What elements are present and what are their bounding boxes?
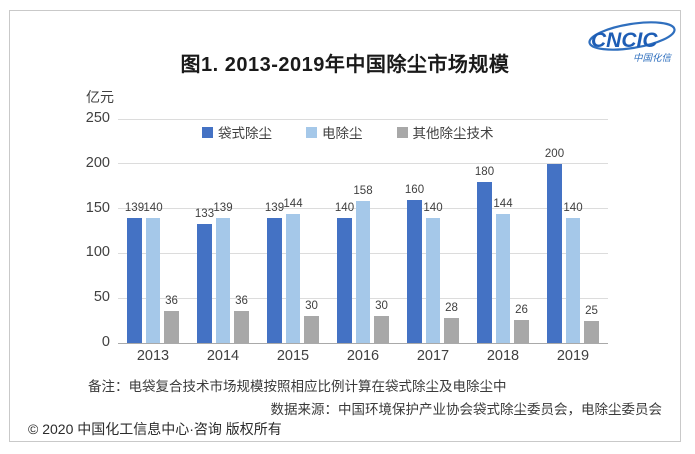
logo-wordmark: CNCIC	[591, 29, 658, 52]
bar	[374, 316, 389, 343]
bar-value-label: 30	[305, 300, 318, 313]
y-tick-label: 0	[101, 334, 110, 350]
cncic-logo-graphic: CNCIC 中国化信	[588, 21, 676, 64]
bar	[285, 213, 301, 343]
bar	[495, 213, 511, 343]
y-tick-label: 200	[85, 154, 110, 171]
x-tick-label: 2019	[556, 348, 590, 364]
y-tick-label: 150	[85, 199, 110, 216]
source-text: 数据来源：中国环境保护产业协会袋式除尘委员会，电除尘委员会	[270, 402, 663, 417]
y-tick-label: 250	[85, 110, 110, 126]
x-tick-label: 2013	[136, 348, 170, 364]
legend-marker-icon	[396, 126, 408, 138]
bar-value-label: 140	[563, 201, 583, 214]
logo-subtext: 中国化信	[633, 53, 673, 64]
bar-value-label: 144	[283, 197, 303, 210]
bar-value-label: 139	[264, 202, 285, 215]
bar-value-label: 133	[194, 207, 215, 220]
bar	[337, 217, 352, 343]
bar-value-label: 140	[143, 201, 163, 214]
x-tick-label: 2015	[276, 348, 310, 364]
bar-value-label: 158	[353, 185, 373, 198]
logo-orbit-ellipse	[588, 21, 676, 51]
y-tick-label: 100	[85, 244, 110, 261]
bar-value-label: 160	[404, 183, 425, 196]
legend-item: 袋式除尘	[202, 122, 272, 142]
bar-value-label: 140	[423, 201, 443, 214]
bar	[425, 217, 441, 343]
legend-item: 电除尘	[306, 122, 363, 142]
x-tick-label: 2018	[486, 348, 520, 364]
bar	[127, 218, 142, 343]
bar-value-label: 144	[493, 197, 513, 210]
x-tick-label: 2016	[346, 348, 380, 364]
bar-value-label: 140	[334, 201, 355, 214]
bar	[145, 217, 161, 343]
bar-value-label: 139	[213, 202, 233, 215]
bar-value-label: 139	[124, 202, 145, 215]
bar-value-label: 36	[235, 294, 248, 307]
y-axis-unit-label: 亿元	[86, 89, 114, 105]
bar-value-label: 180	[474, 165, 495, 178]
bar-value-label: 30	[375, 300, 388, 313]
bar-value-label: 25	[585, 304, 598, 317]
bar	[584, 320, 599, 343]
legend-marker-icon	[202, 126, 213, 138]
chart-title: 图1. 2013-2019年中国除尘市场规模	[180, 54, 510, 76]
bar	[197, 223, 212, 343]
bar	[234, 310, 249, 343]
bar	[164, 310, 179, 343]
bar	[304, 316, 319, 343]
legend-label: 袋式除尘	[218, 126, 272, 141]
bar	[407, 199, 422, 343]
note-text: 备注：电袋复合技术市场规模按照相应比例计算在袋式除尘及电除尘中	[88, 379, 507, 394]
bar	[514, 319, 529, 343]
bar	[565, 217, 581, 343]
legend-label: 其他除尘技术	[412, 126, 494, 141]
copyright-text: © 2020 中国化工信息中心·咨询 版权所有	[28, 421, 282, 437]
bar-value-label: 36	[165, 294, 178, 307]
gridline-0	[118, 342, 608, 344]
bar	[355, 201, 371, 343]
gridline-250	[118, 118, 608, 120]
bar	[547, 163, 562, 343]
bar-value-label: 200	[544, 147, 565, 160]
chart-legend: 袋式除尘 电除尘 其他除尘技术	[202, 122, 494, 142]
bar-value-label: 26	[515, 303, 528, 316]
bar	[477, 181, 492, 343]
gridline-200	[118, 163, 608, 165]
bar-value-label: 28	[445, 301, 458, 314]
legend-label: 电除尘	[322, 126, 363, 141]
x-tick-label: 2014	[206, 348, 240, 364]
y-tick-label: 50	[93, 289, 110, 306]
x-tick-label: 2017	[416, 348, 450, 364]
legend-marker-icon	[306, 126, 317, 138]
legend-item: 其他除尘技术	[396, 122, 494, 142]
cncic-logo: CNCIC 中国化信	[586, 20, 680, 70]
bar	[444, 317, 459, 343]
bar	[267, 218, 282, 343]
bar	[215, 218, 231, 343]
